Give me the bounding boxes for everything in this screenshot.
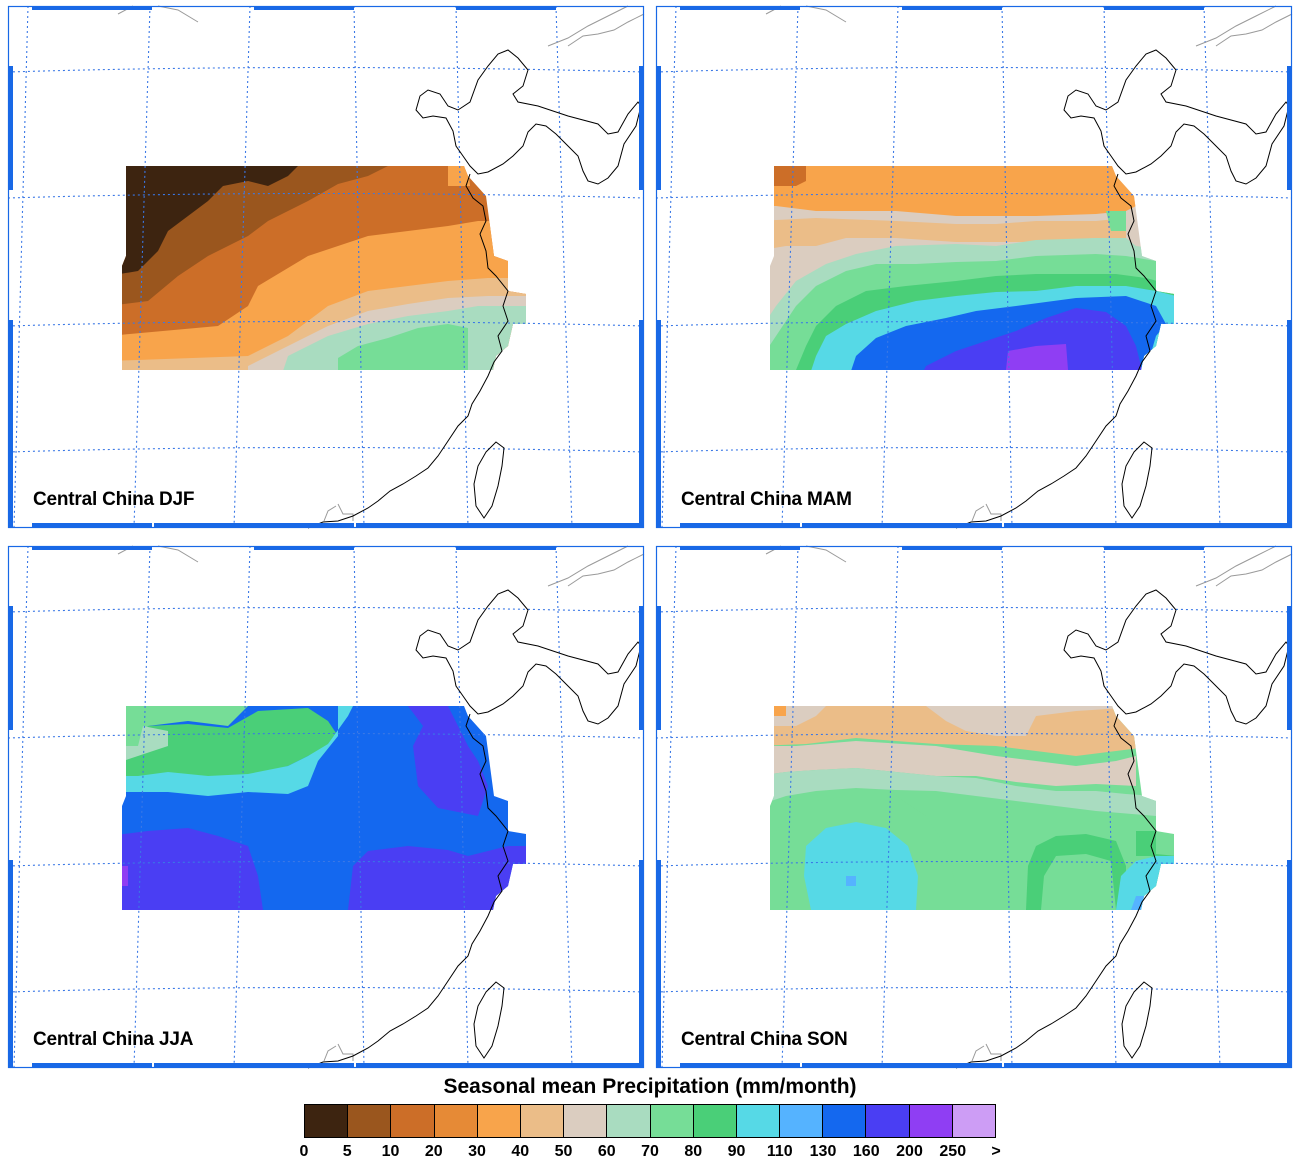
colorbar-tick-label: 20: [424, 1143, 443, 1160]
lat-lon-grid: [7, 5, 645, 529]
coastline-south: [955, 173, 1157, 529]
precip-contour: [122, 166, 308, 276]
frame-tick-marks: [8, 6, 644, 528]
colorbar-swatch: [909, 1105, 953, 1137]
colorbar-tick-label: >: [991, 1143, 1001, 1160]
colorbar-swatch: [434, 1105, 478, 1137]
colorbar-swatch: [607, 1105, 651, 1137]
precip-contour: [122, 706, 353, 796]
coastline-north: [1063, 49, 1290, 185]
colorbar-swatch: [305, 1105, 349, 1137]
colorbar-swatch: [520, 1105, 565, 1137]
colorbar-swatch: [391, 1105, 435, 1137]
precip-contour: [448, 166, 470, 186]
precip-contour: [122, 866, 128, 886]
frame-tick-marks: [8, 546, 644, 1068]
colorbar-swatch: [952, 1105, 995, 1137]
taiwan-outline: [473, 981, 505, 1059]
colorbar-tick-label: 160: [852, 1143, 880, 1160]
precip-contour: [1106, 211, 1126, 231]
precip-contour: [770, 741, 1136, 786]
colorbar-tick-label: 40: [511, 1143, 530, 1160]
lat-lon-grid: [7, 545, 645, 1069]
precip-contour: [770, 166, 1156, 216]
colorbar-title: Seasonal mean Precipitation (mm/month): [443, 1075, 857, 1098]
precip-map-djf: [7, 5, 645, 529]
precip-contour: [916, 308, 1142, 370]
colorbar-tick-label: 80: [684, 1143, 703, 1160]
taiwan-outline: [1121, 981, 1153, 1059]
colorbar-tick-label: 90: [727, 1143, 746, 1160]
precip-contour: [770, 706, 786, 716]
colorbar-tick-labels: 0 5 10 20 30 40 50 60 70 80 90 110 130 160 200 250 >: [0, 1143, 1300, 1163]
map-panel-djf: Central China DJF: [7, 5, 645, 529]
precip-field: [122, 706, 526, 910]
colorbar-tick-label: 60: [597, 1143, 616, 1160]
map-panel-son: Central China SON: [655, 545, 1293, 1069]
coastline-south: [307, 713, 509, 1069]
precip-contour: [770, 218, 1126, 251]
precip-contour: [1006, 344, 1068, 370]
panel-title: Central China JJA: [33, 1029, 194, 1050]
precip-field: [122, 166, 526, 370]
precip-map-mam: [655, 5, 1293, 529]
colorbar-tick-label: 30: [468, 1143, 486, 1160]
precip-field: [770, 166, 1174, 370]
colorbar-swatch: [823, 1105, 867, 1137]
precip-contour: [770, 706, 1156, 736]
taiwan-outline: [1121, 441, 1153, 519]
precip-contour: [338, 324, 468, 370]
precip-contour: [770, 822, 918, 910]
precip-contour: [846, 876, 856, 886]
taiwan-outline: [473, 441, 505, 519]
map-panel-jja: Central China JJA: [7, 545, 645, 1069]
precip-map-jja: [7, 545, 645, 1069]
colorbar-swatch: [736, 1105, 781, 1137]
colorbar-swatch: [780, 1105, 824, 1137]
precip-contour: [122, 706, 328, 751]
map-panel-mam: Central China MAM: [655, 5, 1293, 529]
precip-contour: [770, 768, 1156, 816]
panel-title: Central China DJF: [33, 489, 195, 510]
colorbar-tick-label: 70: [641, 1143, 659, 1160]
colorbar-tick-label: 200: [896, 1143, 923, 1160]
precip-contour: [122, 708, 338, 778]
colorbar-swatch: [564, 1105, 608, 1137]
precip-contour: [122, 828, 263, 910]
precip-contour: [1136, 831, 1156, 856]
coastline-north: [415, 589, 642, 725]
colorbar-swatch: [477, 1105, 521, 1137]
frame-tick-marks: [656, 546, 1292, 1068]
colorbar-swatch: [650, 1105, 694, 1137]
colorbar-swatch: [348, 1105, 392, 1137]
colorbar-swatch: [693, 1105, 737, 1137]
precip-map-son: [655, 545, 1293, 1069]
panel-title: Central China MAM: [681, 489, 852, 510]
colorbar-tick-label: 0: [299, 1143, 309, 1160]
colorbar-swatch: [866, 1105, 910, 1137]
frame-tick-marks: [656, 6, 1292, 528]
colorbar-tick-label: 50: [554, 1143, 573, 1160]
colorbar-tick-label: 110: [766, 1143, 793, 1160]
precip-contour: [1041, 854, 1116, 910]
colorbar: [304, 1104, 996, 1138]
colorbar-tick-label: 250: [939, 1143, 967, 1160]
lat-lon-grid: [655, 5, 1293, 529]
coastline-north: [1063, 589, 1290, 725]
colorbar-tick-label: 10: [381, 1143, 400, 1160]
colorbar-tick-label: 5: [342, 1143, 352, 1160]
coastline-north: [415, 49, 642, 185]
panel-title: Central China SON: [681, 1029, 848, 1050]
coastline-south: [307, 173, 509, 529]
coastline-south: [955, 713, 1157, 1069]
colorbar-tick-label: 130: [809, 1143, 837, 1160]
lat-lon-grid: [655, 545, 1293, 1069]
precip-contour: [770, 166, 806, 186]
